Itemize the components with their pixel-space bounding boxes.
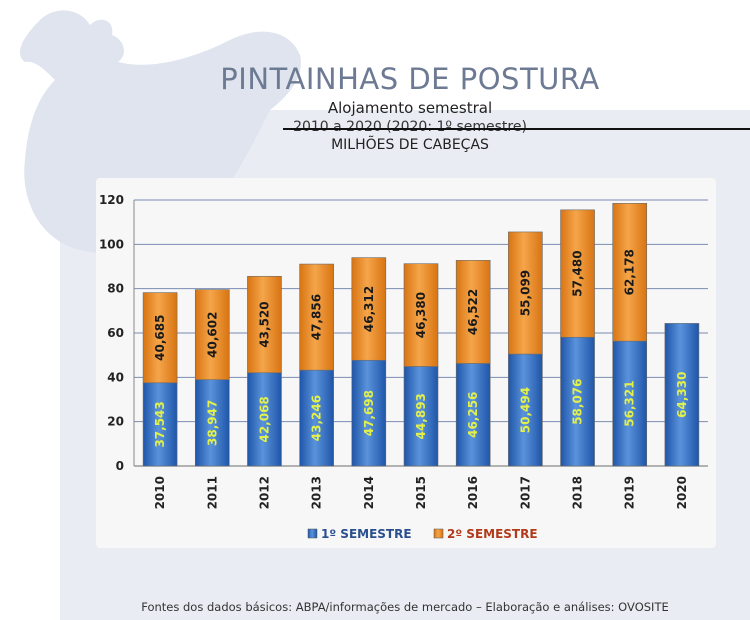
x-tick-label: 2014 (362, 476, 376, 509)
data-label: 38,947 (205, 400, 219, 446)
bar-second-semester (299, 263, 334, 371)
x-tick-label: 2015 (414, 476, 428, 509)
data-label: 50,494 (518, 387, 532, 433)
bar-second-semester (142, 292, 178, 384)
x-tick-label: 2019 (623, 476, 637, 509)
bar-first-semester (299, 369, 334, 467)
data-label: 37,543 (153, 401, 167, 447)
data-label: 58,076 (571, 378, 585, 424)
data-label: 43,246 (310, 395, 324, 441)
x-tick-label: 2016 (466, 476, 480, 509)
data-label: 46,522 (466, 289, 480, 335)
x-tick-label: 2010 (153, 476, 167, 509)
y-tick-label: 80 (107, 282, 124, 296)
legend-label: 2º SEMESTRE (447, 527, 538, 541)
chart-subtitle: Alojamento semestral (327, 99, 493, 117)
chart-area: 0 20 40 60 80 100 120 37,543 40,685 2010 38,947 40,… (96, 178, 716, 548)
unit-label: MILHÕES DE CABEÇAS (331, 137, 489, 153)
data-label: 55,099 (518, 270, 532, 316)
bar-first-semester (612, 340, 648, 467)
bar-first-semester (560, 336, 595, 467)
x-tick-label: 2011 (205, 476, 219, 509)
x-tick-label: 2020 (675, 476, 689, 509)
bar-second-semester (612, 203, 648, 342)
x-tick-label: 2013 (310, 476, 324, 509)
x-tick-label: 2018 (571, 476, 585, 509)
y-tick-label: 40 (107, 370, 124, 384)
data-label: 46,380 (414, 292, 428, 338)
stacked-bar-chart: 0 20 40 60 80 100 120 37,543 40,685 2010 38,947 40,… (99, 193, 708, 541)
data-label: 43,520 (257, 301, 271, 347)
bar-first-semester (664, 323, 700, 467)
data-label: 42,068 (257, 396, 271, 442)
bar-first-semester (194, 379, 230, 467)
data-label: 56,321 (623, 380, 637, 426)
data-label: 40,602 (205, 312, 219, 358)
data-label: 47,856 (310, 294, 324, 340)
y-tick-label: 20 (107, 415, 124, 429)
hen-silhouette-icon (20, 10, 301, 254)
bar-second-semester (247, 275, 282, 374)
y-tick-label: 120 (99, 193, 124, 207)
legend-swatch (307, 528, 318, 539)
bar-first-semester (403, 366, 439, 467)
bar-second-semester (403, 263, 439, 367)
data-label: 46,312 (362, 286, 376, 332)
y-tick-label: 100 (99, 237, 124, 251)
data-label: 64,330 (675, 372, 689, 418)
bar-first-semester (351, 359, 387, 467)
date-range: 2010 a 2020 (2020: 1º semestre) (293, 119, 527, 135)
bar-second-semester (508, 231, 543, 355)
legend-label: 1º SEMESTRE (321, 527, 412, 541)
x-tick-label: 2017 (518, 476, 532, 509)
data-label: 44,893 (414, 393, 428, 439)
y-tick-label: 0 (116, 459, 124, 473)
data-label: 47,698 (362, 390, 376, 436)
source-note: Fontes dos dados básicos: ABPA/informaçõ… (141, 600, 669, 614)
bar-second-semester (560, 209, 595, 338)
legend-swatch (433, 528, 444, 539)
bar-first-semester (142, 382, 178, 467)
y-tick-label: 60 (107, 326, 124, 340)
data-label: 46,256 (466, 392, 480, 438)
bar-second-semester (455, 260, 491, 364)
data-label: 57,480 (571, 250, 585, 296)
header-rule (283, 128, 750, 130)
data-label: 40,685 (153, 315, 167, 361)
chart-title: PINTAINHAS DE POSTURA (220, 62, 600, 96)
bar-second-semester (351, 257, 387, 361)
bar-second-semester (194, 289, 230, 380)
x-tick-label: 2012 (257, 476, 271, 509)
data-label: 62,178 (623, 249, 637, 295)
